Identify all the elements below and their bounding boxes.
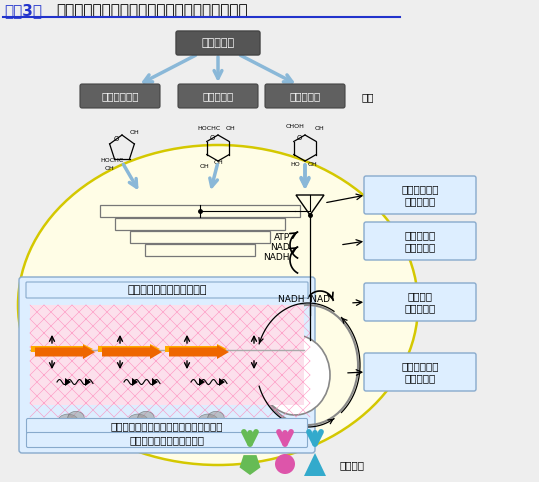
Ellipse shape <box>193 422 207 434</box>
Text: HOCHC: HOCHC <box>197 125 220 131</box>
Ellipse shape <box>18 145 418 465</box>
Text: グルコース: グルコース <box>289 91 321 101</box>
Text: OH: OH <box>308 162 318 168</box>
Text: NADH: NADH <box>264 254 290 263</box>
Text: キシロース: キシロース <box>202 91 233 101</box>
Polygon shape <box>239 455 260 475</box>
FancyBboxPatch shape <box>176 31 260 55</box>
Text: O: O <box>210 135 215 141</box>
Text: OH: OH <box>226 125 236 131</box>
Bar <box>130 231 270 243</box>
FancyBboxPatch shape <box>80 84 160 108</box>
Ellipse shape <box>197 414 219 432</box>
FancyBboxPatch shape <box>26 432 308 447</box>
Text: 細胞複製メカニズムの解析: 細胞複製メカニズムの解析 <box>129 435 204 445</box>
FancyArrow shape <box>98 344 160 354</box>
Text: 糖類取り込み
機構の解析: 糖類取り込み 機構の解析 <box>401 184 439 206</box>
Polygon shape <box>219 378 225 386</box>
Text: バイオマス: バイオマス <box>202 38 234 48</box>
Text: OH: OH <box>315 125 325 131</box>
FancyBboxPatch shape <box>19 277 315 453</box>
FancyArrow shape <box>165 344 227 354</box>
Polygon shape <box>199 378 205 386</box>
FancyBboxPatch shape <box>364 222 476 260</box>
Text: 遠伝子ネットワークの解析: 遠伝子ネットワークの解析 <box>127 285 207 295</box>
Text: NADH  NAD: NADH NAD <box>278 295 330 305</box>
Ellipse shape <box>123 422 137 434</box>
Ellipse shape <box>208 411 224 425</box>
Text: システムバイオロジーを駆使した微生物の創製: システムバイオロジーを駆使した微生物の創製 <box>56 3 247 18</box>
Polygon shape <box>85 378 91 386</box>
FancyBboxPatch shape <box>364 353 476 391</box>
Text: 糖類: 糖類 <box>362 92 375 102</box>
Bar <box>115 218 285 230</box>
FancyArrow shape <box>102 345 162 359</box>
Text: OH: OH <box>213 160 223 164</box>
Ellipse shape <box>68 411 84 425</box>
Circle shape <box>275 454 295 474</box>
Text: 糖代謝調節
機構の解析: 糖代謝調節 機構の解析 <box>404 230 436 252</box>
Polygon shape <box>152 378 158 386</box>
Ellipse shape <box>260 335 330 415</box>
FancyBboxPatch shape <box>364 176 476 214</box>
Text: NAD: NAD <box>270 243 290 253</box>
Text: 細胞内生体物質の消長（ライフ）の解析: 細胞内生体物質の消長（ライフ）の解析 <box>110 421 223 431</box>
FancyBboxPatch shape <box>178 84 258 108</box>
Polygon shape <box>304 453 326 476</box>
FancyArrow shape <box>169 345 229 359</box>
Polygon shape <box>132 378 138 386</box>
Text: O: O <box>113 136 119 143</box>
Ellipse shape <box>138 411 154 425</box>
Bar <box>30 305 304 405</box>
FancyBboxPatch shape <box>26 418 308 433</box>
FancyBboxPatch shape <box>364 283 476 321</box>
Text: 代謝産物排出
機構の解析: 代謝産物排出 機構の解析 <box>401 361 439 383</box>
Bar <box>100 205 300 217</box>
Text: OH: OH <box>200 163 210 169</box>
FancyBboxPatch shape <box>265 84 345 108</box>
Text: CHOH: CHOH <box>286 124 305 130</box>
Bar <box>145 244 255 256</box>
Text: 酸化還元
状態の解析: 酸化還元 状態の解析 <box>404 291 436 313</box>
Text: OH: OH <box>105 165 115 171</box>
FancyArrow shape <box>31 344 93 354</box>
Ellipse shape <box>53 422 67 434</box>
Ellipse shape <box>57 414 79 432</box>
Text: アラビノース: アラビノース <box>101 91 139 101</box>
Polygon shape <box>65 378 71 386</box>
Text: HOCHC: HOCHC <box>100 158 123 162</box>
Text: O: O <box>296 135 302 141</box>
Text: ATP: ATP <box>274 233 290 242</box>
Text: （図3）: （図3） <box>4 3 42 18</box>
Text: HO: HO <box>290 162 300 168</box>
Ellipse shape <box>127 414 149 432</box>
Text: OH: OH <box>130 131 140 135</box>
FancyBboxPatch shape <box>26 282 308 298</box>
FancyArrow shape <box>35 345 95 359</box>
Text: 代謝産物: 代謝産物 <box>340 460 365 470</box>
